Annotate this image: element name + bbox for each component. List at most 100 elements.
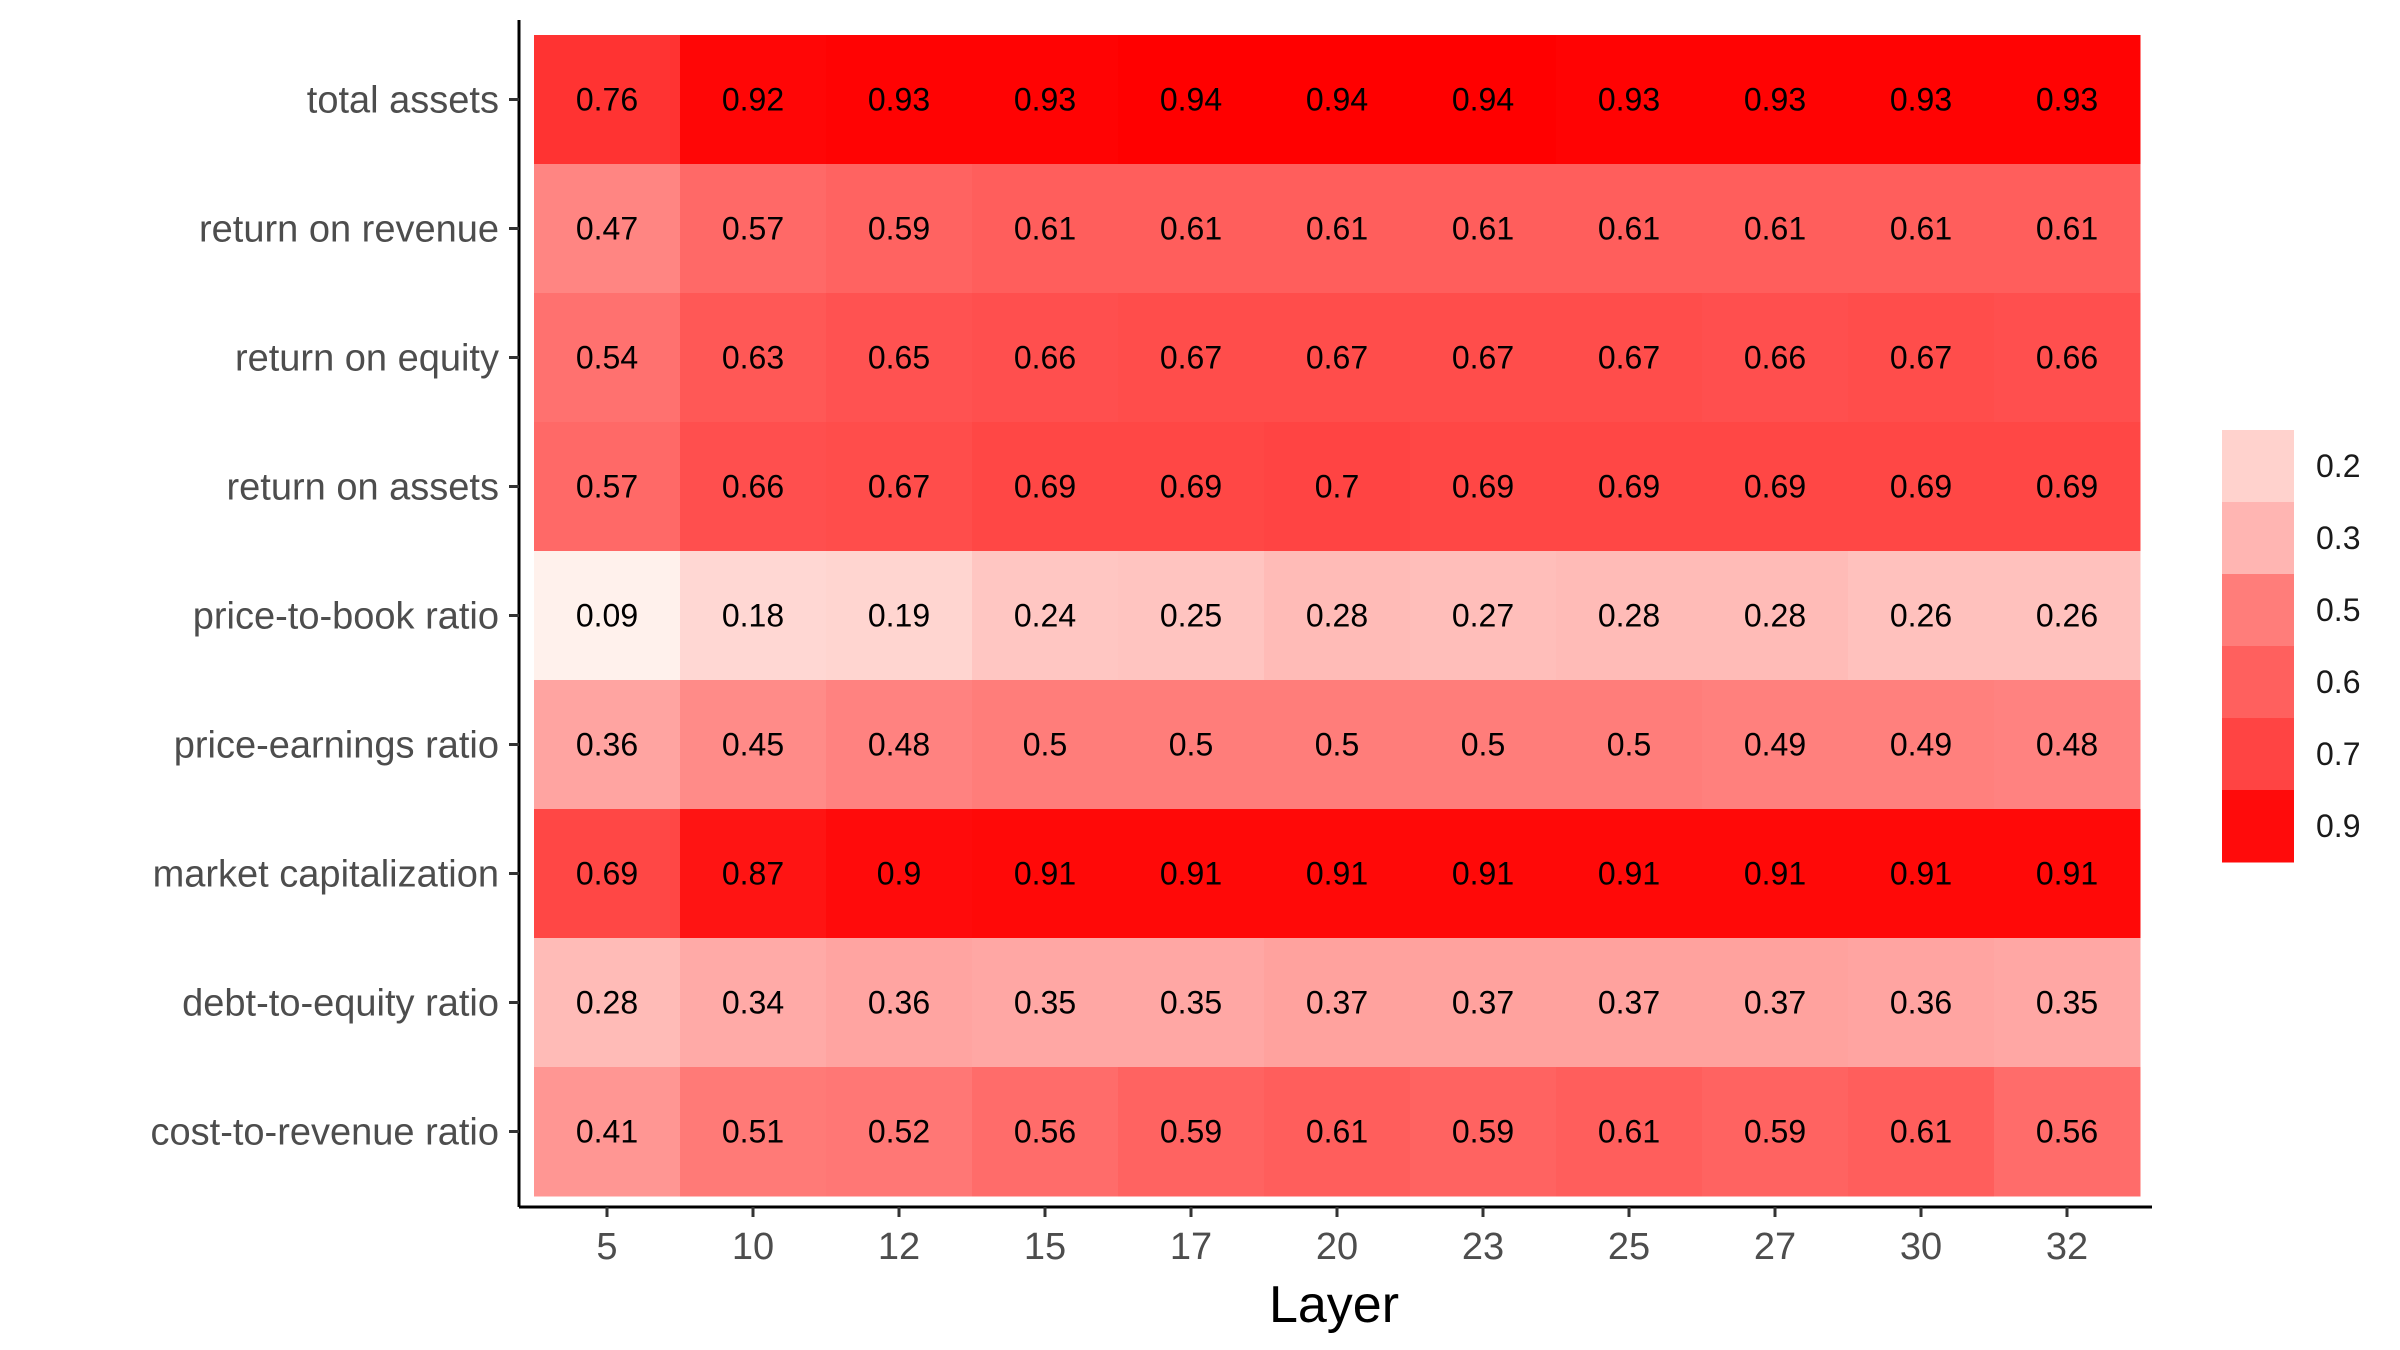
cell-value-label: 0.67	[1160, 340, 1222, 376]
cell-value-label: 0.69	[1014, 469, 1076, 505]
heatmap-cell-labels: 0.76 0.92 0.93 0.93 0.94 0.94 0.94 0.93 0.93 0.93…	[576, 82, 2098, 1150]
cell-value-label: 0.5	[1315, 727, 1359, 763]
heatmap-cell	[1994, 809, 2141, 939]
cell-value-label: 0.69	[1598, 469, 1660, 505]
heatmap-cell	[1264, 422, 1411, 552]
heatmap-cell	[1410, 164, 1557, 294]
heatmap-cell	[972, 164, 1119, 294]
cell-value-label: 0.36	[868, 985, 930, 1021]
cell-value-label: 0.93	[1890, 82, 1952, 118]
cell-value-label: 0.61	[1890, 211, 1952, 247]
heatmap-cell	[826, 35, 973, 165]
cell-value-label: 0.5	[1023, 727, 1067, 763]
cell-value-label: 0.66	[2036, 340, 2098, 376]
x-tick-label: 30	[1900, 1226, 1942, 1268]
heatmap-cell	[1848, 551, 1995, 681]
heatmap-cell	[1410, 422, 1557, 552]
cell-value-label: 0.94	[1452, 82, 1514, 118]
heatmap-cell	[1556, 809, 1703, 939]
heatmap-cell	[826, 164, 973, 294]
cell-value-label: 0.61	[1160, 211, 1222, 247]
y-tick-label: total assets	[307, 80, 499, 122]
y-tick-label: cost-to-revenue ratio	[151, 1112, 500, 1154]
heatmap-cell	[972, 1067, 1119, 1197]
x-tick-label: 25	[1608, 1226, 1650, 1268]
cell-value-label: 0.37	[1744, 985, 1806, 1021]
cell-value-label: 0.66	[722, 469, 784, 505]
cell-value-label: 0.91	[1452, 856, 1514, 892]
cell-value-label: 0.35	[2036, 985, 2098, 1021]
cell-value-label: 0.7	[1315, 469, 1359, 505]
heatmap-cell	[1556, 293, 1703, 423]
legend-swatch	[2222, 502, 2294, 575]
y-tick-label: return on equity	[235, 338, 499, 380]
heatmap-cell	[1994, 35, 2141, 165]
cell-value-label: 0.92	[722, 82, 784, 118]
legend-swatch	[2222, 718, 2294, 791]
heatmap-cell	[680, 164, 827, 294]
heatmap-cell	[680, 680, 827, 810]
heatmap-cell	[534, 938, 681, 1068]
heatmap-cell	[972, 293, 1119, 423]
heatmap-cell	[534, 1067, 681, 1197]
heatmap-cell	[534, 293, 681, 423]
heatmap-cell	[1556, 680, 1703, 810]
heatmap-cell	[826, 422, 973, 552]
cell-value-label: 0.59	[868, 211, 930, 247]
cell-value-label: 0.26	[2036, 598, 2098, 634]
heatmap-cell	[534, 809, 681, 939]
cell-value-label: 0.5	[1169, 727, 1213, 763]
cell-value-label: 0.69	[1744, 469, 1806, 505]
cell-value-label: 0.09	[576, 598, 638, 634]
x-tick-label: 27	[1754, 1226, 1796, 1268]
heatmap-cell	[534, 551, 681, 681]
heatmap-cell	[1994, 1067, 2141, 1197]
heatmap-cell	[1556, 164, 1703, 294]
cell-value-label: 0.54	[576, 340, 638, 376]
heatmap-cell	[826, 809, 973, 939]
heatmap-cell	[1702, 680, 1849, 810]
cell-value-label: 0.67	[1890, 340, 1952, 376]
heatmap-cell	[1702, 293, 1849, 423]
heatmap-cell	[972, 680, 1119, 810]
cell-value-label: 0.61	[1744, 211, 1806, 247]
heatmap-cell	[534, 680, 681, 810]
cell-value-label: 0.91	[1744, 856, 1806, 892]
cell-value-label: 0.66	[1744, 340, 1806, 376]
cell-value-label: 0.37	[1452, 985, 1514, 1021]
cell-value-label: 0.19	[868, 598, 930, 634]
cell-value-label: 0.25	[1160, 598, 1222, 634]
heatmap-cell	[1848, 680, 1995, 810]
x-tick-label: 23	[1462, 1226, 1504, 1268]
cell-value-label: 0.24	[1014, 598, 1076, 634]
cell-value-label: 0.56	[2036, 1114, 2098, 1150]
cell-value-label: 0.67	[1452, 340, 1514, 376]
color-legend: 0.2 0.3 0.5 0.6 0.7 0.9	[2222, 430, 2360, 863]
cell-value-label: 0.47	[576, 211, 638, 247]
cell-value-label: 0.76	[576, 82, 638, 118]
heatmap-cell	[1848, 35, 1995, 165]
cell-value-label: 0.94	[1306, 82, 1368, 118]
cell-value-label: 0.36	[1890, 985, 1952, 1021]
cell-value-label: 0.87	[722, 856, 784, 892]
cell-value-label: 0.91	[1598, 856, 1660, 892]
heatmap-cell	[680, 293, 827, 423]
cell-value-label: 0.57	[722, 211, 784, 247]
cell-value-label: 0.69	[2036, 469, 2098, 505]
cell-value-label: 0.59	[1160, 1114, 1222, 1150]
heatmap-cell	[972, 422, 1119, 552]
heatmap-cell	[1410, 293, 1557, 423]
cell-value-label: 0.35	[1014, 985, 1076, 1021]
heatmap-cell	[1848, 422, 1995, 552]
x-tick-label: 10	[732, 1226, 774, 1268]
heatmap-cell	[1264, 938, 1411, 1068]
heatmap-cell	[1994, 551, 2141, 681]
heatmap-cell	[1994, 422, 2141, 552]
cell-value-label: 0.93	[1744, 82, 1806, 118]
heatmap-cell	[972, 551, 1119, 681]
heatmap-cell	[1702, 1067, 1849, 1197]
heatmap-cell	[1118, 938, 1265, 1068]
legend-label: 0.7	[2316, 736, 2360, 772]
heatmap-cell	[1118, 35, 1265, 165]
x-tick-label: 32	[2046, 1226, 2088, 1268]
